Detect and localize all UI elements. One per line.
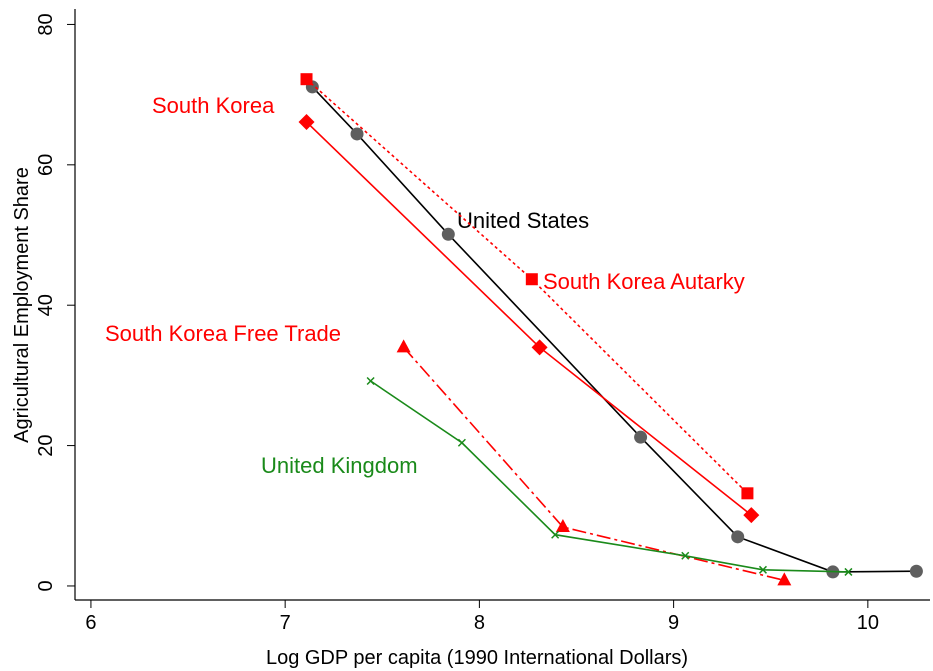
y-tick-label: 80 [35,13,57,35]
marker [731,530,745,544]
marker [525,273,538,286]
marker [844,567,853,576]
marker [366,376,375,386]
y-tick-label: 20 [35,434,57,456]
marker [743,507,760,524]
x-tick-label: 8 [474,612,485,634]
series-label: United States [457,208,589,233]
y-tick-label: 0 [35,580,57,591]
marker [909,564,923,578]
marker [396,339,411,353]
x-tick-label: 6 [85,612,96,634]
x-axis-title: Log GDP per capita (1990 International D… [266,647,688,669]
y-tick-label: 40 [35,294,57,316]
marker [457,438,466,447]
series-label: United Kingdom [261,453,418,478]
marker [441,227,455,241]
x-tick-label: 7 [280,612,291,634]
marker [531,339,548,356]
marker [350,127,364,141]
series-label: South Korea [152,93,275,118]
y-axis-title: Agricultural Employment Share [11,167,33,443]
y-tick-label: 60 [35,154,57,176]
series-label: South Korea Free Trade [105,321,341,346]
marker [555,519,570,533]
series-line [370,380,849,573]
x-tick-label: 9 [668,612,679,634]
marker [634,430,648,444]
x-tick-label: 10 [857,612,879,634]
marker [681,551,690,560]
marker [300,73,313,86]
marker [551,530,560,539]
marker [741,487,754,500]
series-line [403,346,785,582]
marker [298,114,315,131]
series-label: South Korea Autarky [543,269,745,294]
marker [777,572,792,586]
marker [758,565,767,574]
